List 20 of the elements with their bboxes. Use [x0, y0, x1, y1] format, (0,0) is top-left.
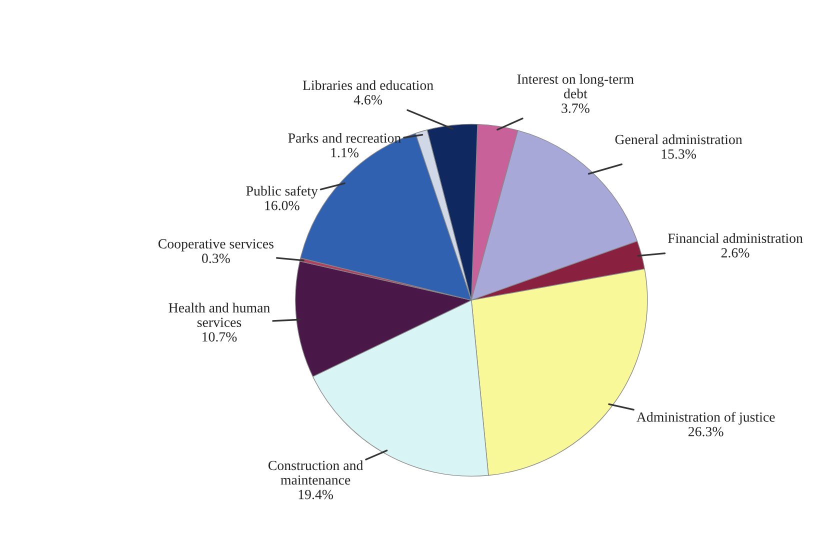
- slice-label: Public safety: [246, 186, 318, 198]
- data-label: 15.3%: [662, 149, 696, 159]
- slice-label: Financial administration: [668, 233, 803, 243]
- slice-label: Parks and recreation: [288, 133, 401, 143]
- slice-label: Interest on long-term debt: [517, 74, 634, 98]
- data-label: 3.7%: [562, 104, 590, 113]
- data-label: 1.1%: [331, 148, 358, 158]
- slice-label: Libraries and education: [302, 80, 434, 90]
- data-label: 16.0%: [265, 200, 300, 210]
- data-label: 19.4%: [298, 490, 334, 500]
- slice-label: General administration: [615, 134, 742, 144]
- data-label: 10.7%: [202, 332, 237, 342]
- slice-label: Health and human services: [168, 302, 270, 328]
- slice-label: Administration of justice: [636, 412, 775, 425]
- slice-label: Construction and maintenance: [268, 460, 364, 485]
- slice-label: Cooperative services: [158, 239, 274, 252]
- data-label: 2.6%: [721, 248, 750, 258]
- data-label: 26.3%: [688, 426, 724, 436]
- data-label: 0.3%: [202, 254, 230, 264]
- data-label: 4.6%: [354, 95, 382, 105]
